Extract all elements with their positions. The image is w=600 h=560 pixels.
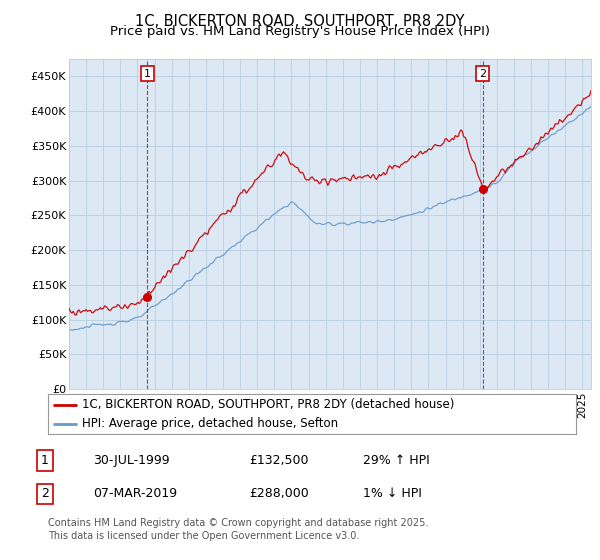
Text: 2: 2 [41, 487, 49, 501]
Text: Price paid vs. HM Land Registry's House Price Index (HPI): Price paid vs. HM Land Registry's House … [110, 25, 490, 38]
Text: 1C, BICKERTON ROAD, SOUTHPORT, PR8 2DY: 1C, BICKERTON ROAD, SOUTHPORT, PR8 2DY [135, 14, 465, 29]
Text: 29% ↑ HPI: 29% ↑ HPI [363, 454, 430, 467]
Text: £132,500: £132,500 [249, 454, 308, 467]
Text: 07-MAR-2019: 07-MAR-2019 [93, 487, 177, 501]
Text: 30-JUL-1999: 30-JUL-1999 [93, 454, 170, 467]
Text: £288,000: £288,000 [249, 487, 309, 501]
Text: 1: 1 [41, 454, 49, 467]
Text: 1C, BICKERTON ROAD, SOUTHPORT, PR8 2DY (detached house): 1C, BICKERTON ROAD, SOUTHPORT, PR8 2DY (… [82, 398, 455, 411]
Text: 1% ↓ HPI: 1% ↓ HPI [363, 487, 422, 501]
Text: Contains HM Land Registry data © Crown copyright and database right 2025.
This d: Contains HM Land Registry data © Crown c… [48, 517, 428, 541]
Text: HPI: Average price, detached house, Sefton: HPI: Average price, detached house, Seft… [82, 417, 338, 431]
Text: 2: 2 [479, 69, 487, 78]
Text: 1: 1 [144, 69, 151, 78]
